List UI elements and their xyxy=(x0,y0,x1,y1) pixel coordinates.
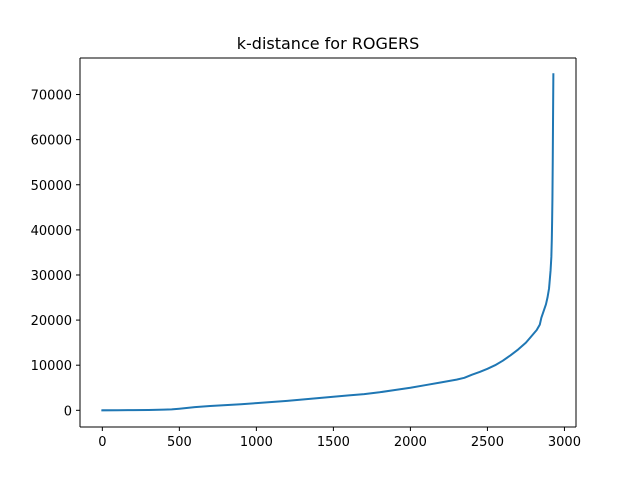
axes: 0 500 1000 1500 2000 2500 30000100002000030000… xyxy=(31,57,581,450)
series-line-0 xyxy=(101,73,555,412)
plot-area xyxy=(101,73,555,412)
y-tick-label: 10000 xyxy=(31,359,72,374)
x-tick-label: 0 xyxy=(98,435,106,450)
chart-title: k-distance for ROGERS xyxy=(237,34,420,53)
x-tick-label: 2000 xyxy=(394,435,427,450)
x-tick-label: 500 xyxy=(167,435,192,450)
y-tick-label: 40000 xyxy=(31,224,72,239)
y-tick-label: 50000 xyxy=(31,179,72,194)
x-tick-label: 1500 xyxy=(317,435,350,450)
x-tick-label: 2500 xyxy=(471,435,504,450)
y-tick-label: 0 xyxy=(64,404,72,419)
y-tick-label: 20000 xyxy=(31,314,72,329)
y-tick-label: 70000 xyxy=(31,89,72,104)
x-tick-label: 1000 xyxy=(240,435,273,450)
y-tick-label: 30000 xyxy=(31,269,72,284)
x-tick-label: 3000 xyxy=(548,435,581,450)
y-tick-label: 60000 xyxy=(31,134,72,149)
